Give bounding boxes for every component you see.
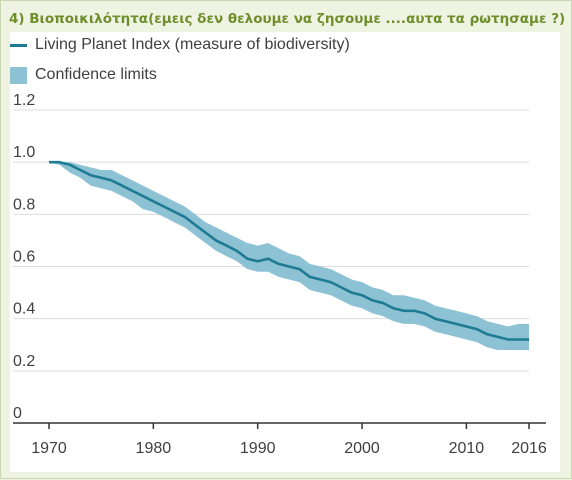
confidence-band (49, 162, 529, 350)
y-tick-label: 0 (13, 405, 22, 422)
x-tick-label: 1990 (240, 440, 276, 457)
legend-line-swatch (10, 43, 27, 47)
y-tick-label: 0.2 (13, 353, 35, 370)
x-tick-label: 2010 (449, 440, 485, 457)
y-tick-label: 0.8 (13, 196, 35, 213)
y-tick-label: 0.6 (13, 249, 35, 266)
x-tick-label: 2016 (511, 440, 547, 457)
x-tick-label: 1980 (136, 440, 172, 457)
x-tick-label: 2000 (344, 440, 380, 457)
y-tick-label: 1.2 (13, 92, 35, 109)
legend-item-index: Living Planet Index (measure of biodiver… (10, 36, 350, 54)
legend-label-index: Living Planet Index (measure of biodiver… (35, 36, 350, 53)
index-line (49, 160, 529, 341)
x-tick-label: 1970 (31, 440, 67, 457)
legend-label-confidence: Confidence limits (35, 66, 157, 83)
y-tick-label: 0.4 (13, 301, 35, 318)
y-tick-label: 1.0 (13, 144, 35, 161)
legend-band-swatch (10, 66, 27, 84)
legend-item-confidence: Confidence limits (10, 66, 157, 84)
post-heading: 4) Βιοποικιλότητα(εμεις δεν θελουμε να ζ… (9, 11, 566, 27)
